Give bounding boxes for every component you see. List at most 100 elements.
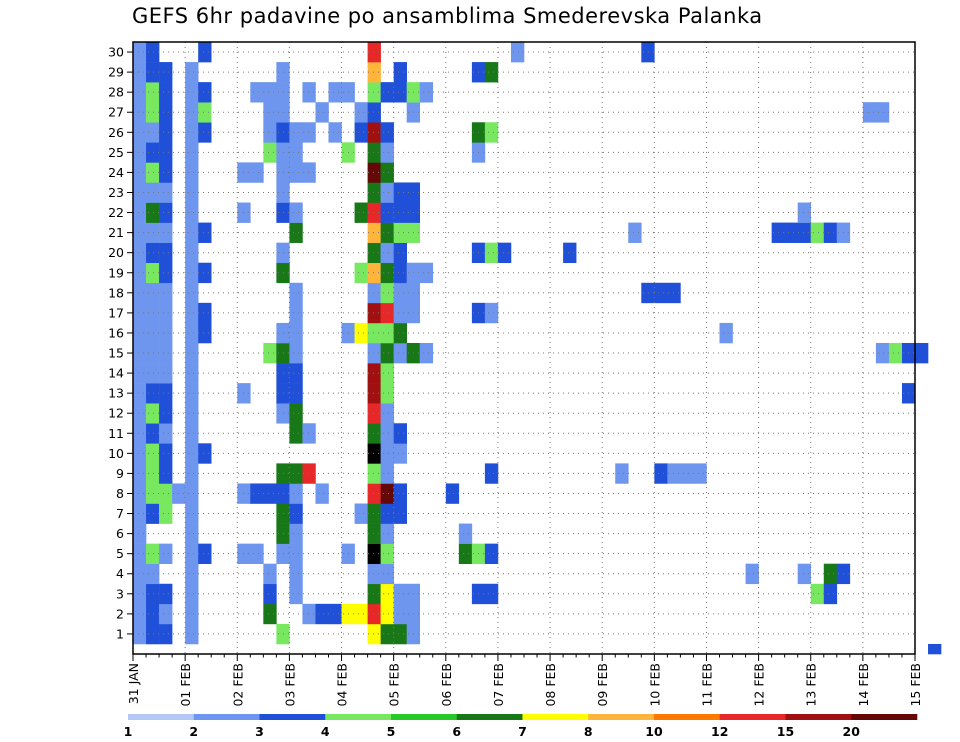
heatmap-cell [862, 102, 877, 123]
colorbar-label: 6 [452, 724, 461, 739]
heatmap-cell [133, 483, 147, 504]
heatmap-cell [185, 182, 199, 203]
heatmap-cell [719, 322, 733, 344]
heatmap-cell [146, 182, 160, 203]
heatmap-cell [146, 463, 160, 484]
colorbar-swatch [456, 714, 523, 720]
colorbar-swatch [391, 714, 458, 720]
heatmap-cell [133, 322, 147, 344]
heatmap-cell [380, 282, 394, 304]
heatmap-cell [928, 643, 942, 655]
heatmap-cell [185, 623, 199, 645]
heatmap-cell [289, 342, 303, 364]
heatmap-cell [315, 603, 329, 625]
heatmap-cell [159, 363, 173, 384]
heatmap-cell [484, 543, 499, 565]
colorbar-legend: 1 2 3 4 5 6 7 8 10 12 15 20 [124, 714, 918, 739]
heatmap-cell [380, 322, 394, 344]
heatmap-cell [159, 162, 173, 183]
y-tick-label: 10 [108, 446, 124, 461]
y-tick-label: 28 [108, 85, 124, 100]
heatmap-cell [419, 262, 434, 284]
x-tick-label: 01 FEB [178, 663, 193, 707]
heatmap-cell [367, 383, 381, 404]
heatmap-cell [784, 222, 798, 243]
heatmap-cell [367, 322, 381, 344]
heatmap-cell [354, 122, 368, 143]
heatmap-cell [133, 623, 147, 645]
y-tick-label: 8 [116, 486, 124, 501]
heatmap-cell [380, 543, 394, 565]
heatmap-cell [133, 262, 147, 284]
heatmap-cell [185, 483, 199, 504]
y-tick-label: 22 [108, 205, 124, 220]
heatmap-cell [823, 563, 838, 585]
heatmap-cell [641, 42, 655, 63]
heatmap-cell [680, 463, 694, 484]
heatmap-cell [875, 102, 890, 123]
heatmap-cell [159, 603, 173, 625]
heatmap-cell [510, 42, 525, 63]
y-tick-label: 20 [108, 245, 124, 260]
heatmap-cell [393, 423, 407, 444]
colorbar-label: 15 [777, 724, 794, 739]
heatmap-cell [380, 523, 394, 544]
heatmap-cell [289, 142, 303, 163]
colorbar-swatch [654, 714, 721, 720]
heatmap-cell [146, 142, 160, 163]
heatmap-cell [159, 262, 173, 284]
heatmap-cell [185, 222, 199, 243]
heatmap-cell [797, 222, 812, 243]
heatmap-cell [146, 62, 160, 83]
heatmap-cell [263, 82, 277, 103]
heatmap-cell [146, 443, 160, 464]
heatmap-cell [133, 403, 147, 424]
heatmap-cell [380, 383, 394, 404]
heatmap-cell [289, 162, 303, 183]
heatmap-cell [198, 322, 212, 344]
heatmap-cell [133, 242, 147, 264]
heatmap-cell [185, 583, 199, 605]
colorbar-swatch [193, 714, 260, 720]
heatmap-cell [380, 122, 394, 143]
heatmap-cell [185, 82, 199, 103]
x-tick-label: 09 FEB [595, 663, 610, 707]
y-tick-label: 3 [116, 586, 124, 601]
heatmap-cell [133, 563, 147, 585]
heatmap-cell [289, 322, 303, 344]
y-tick-label: 23 [108, 185, 124, 200]
heatmap-cell [380, 82, 394, 103]
y-tick-label: 2 [116, 606, 124, 621]
heatmap-cell [393, 282, 407, 304]
heatmap-cell [133, 202, 147, 223]
y-tick-label: 19 [108, 265, 124, 280]
heatmap-cell [263, 102, 277, 123]
colorbar-label: 8 [584, 724, 593, 739]
heatmap-cell [693, 463, 707, 484]
colorbar-swatch [522, 714, 589, 720]
y-tick-label: 25 [108, 145, 124, 160]
heatmap-cell [289, 523, 303, 544]
heatmap-cell [133, 102, 147, 123]
heatmap-cell [185, 603, 199, 625]
heatmap-cell [367, 363, 381, 384]
heatmap-cell [133, 302, 147, 324]
heatmap-cell [185, 523, 199, 544]
y-tick-label: 5 [116, 546, 124, 561]
colorbar-swatch [785, 714, 852, 720]
colorbar-swatch [325, 714, 392, 720]
heatmap-cell [302, 82, 316, 103]
colorbar-label: 10 [645, 724, 663, 739]
heatmap-cell [159, 282, 173, 304]
heatmap-cell [367, 282, 381, 304]
heatmap-cell [354, 322, 368, 344]
heatmap-cell [146, 623, 160, 645]
heatmap-cell [159, 503, 173, 524]
heatmap-cell [133, 42, 147, 63]
colorbar-label: 4 [321, 724, 330, 739]
heatmap-cell [198, 42, 212, 63]
heatmap-cell [641, 282, 655, 304]
x-tick-label: 07 FEB [491, 663, 506, 707]
y-tick-label: 4 [116, 566, 124, 581]
heatmap-cell [146, 603, 160, 625]
